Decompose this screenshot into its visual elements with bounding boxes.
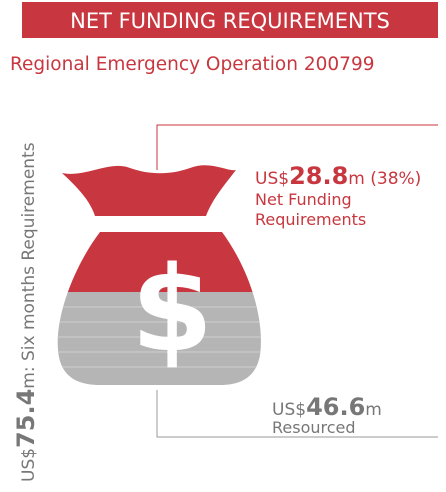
- header-bar: [22, 2, 438, 38]
- net-label: Requirements: [255, 210, 366, 229]
- res-prefix: US$: [272, 400, 306, 420]
- net-suffix: m (38%): [348, 169, 421, 189]
- resourced-label: Resourced: [272, 418, 356, 437]
- net-funding-value: US$28.8m (38%): [255, 162, 421, 190]
- res-suffix: m: [365, 400, 382, 420]
- net-prefix: US$: [255, 169, 289, 189]
- total-suffix: m: Six months Requirements: [19, 142, 39, 388]
- total-prefix: US$: [19, 448, 39, 482]
- net-label: Net Funding: [255, 190, 352, 209]
- resourced-value: US$46.6m: [272, 393, 382, 421]
- grey-leader-line: [156, 390, 438, 438]
- bag-lines: [57, 306, 261, 368]
- bag-body: [57, 232, 261, 385]
- red-leader-line: [156, 124, 438, 170]
- net-amount: 28.8: [289, 162, 348, 190]
- total-amount: 75.4: [12, 389, 40, 448]
- subtitle: Regional Emergency Operation 200799: [10, 54, 374, 75]
- total-text: US$75.4m: Six months Requirements: [12, 142, 40, 482]
- title: NET FUNDING REQUIREMENTS: [70, 9, 390, 33]
- bag-knot: [62, 165, 236, 216]
- res-amount: 46.6: [306, 393, 365, 421]
- dollar-sign: $: [131, 240, 213, 378]
